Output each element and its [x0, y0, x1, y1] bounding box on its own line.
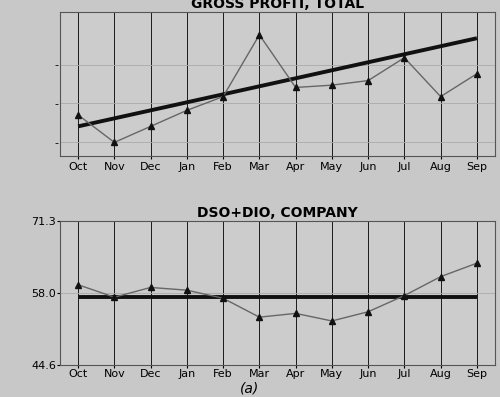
Title: GROSS PROFIT, TOTAL: GROSS PROFIT, TOTAL: [191, 0, 364, 11]
Text: (a): (a): [240, 381, 260, 395]
Title: DSO+DIO, COMPANY: DSO+DIO, COMPANY: [197, 206, 358, 220]
